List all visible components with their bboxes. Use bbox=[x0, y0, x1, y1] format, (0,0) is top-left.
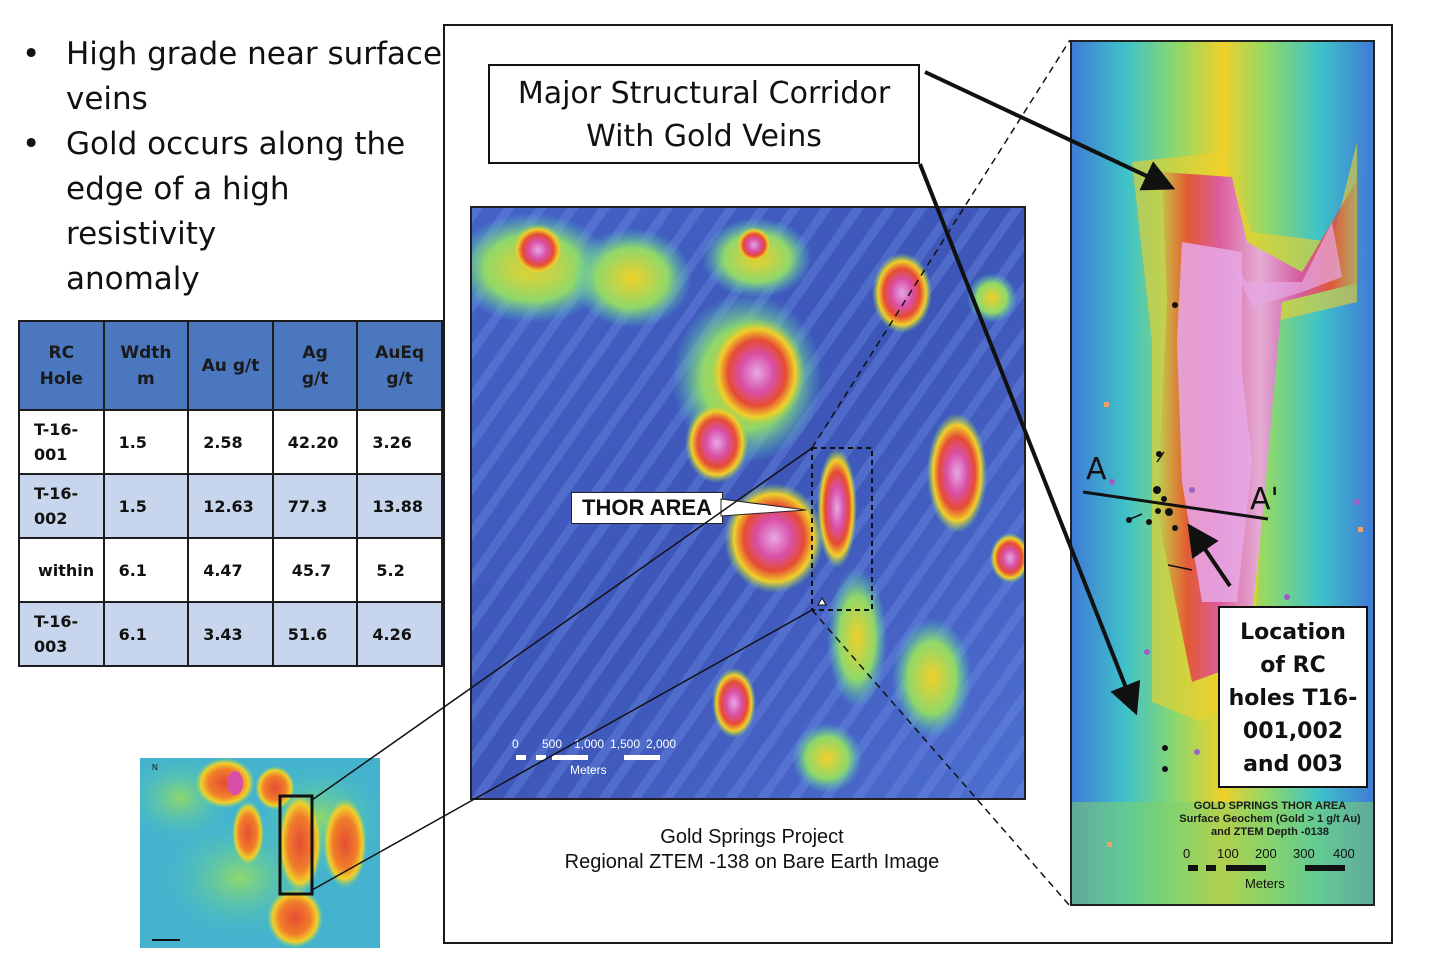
scale-tick: 100 bbox=[1217, 846, 1239, 861]
cell-width: 6.1 bbox=[102, 537, 190, 603]
detail-map-scale-bar: 0 100 200 300 400 Meters bbox=[1175, 846, 1370, 891]
cell-au: 2.58 bbox=[187, 409, 274, 475]
cell-ag: 42.20 bbox=[271, 409, 359, 475]
section-start-label: A bbox=[1086, 452, 1107, 487]
bullet-item: • High grade near surface veins bbox=[18, 32, 443, 122]
scale-tick: 400 bbox=[1333, 846, 1355, 861]
cell-aueq: 5.2 bbox=[356, 537, 443, 603]
table-header-row: RC Hole Wdth m Au g/t Ag g/t AuEq g/t bbox=[18, 320, 443, 411]
cell-ag: 45.7 bbox=[271, 537, 359, 603]
map-title-line: GOLD SPRINGS THOR AREA bbox=[1193, 800, 1347, 812]
header-rc-hole: RC Hole bbox=[18, 320, 105, 411]
thor-area-label: THOR AREA bbox=[571, 492, 723, 524]
section-end-label: A' bbox=[1250, 482, 1279, 517]
scale-tick: 2,000 bbox=[646, 737, 677, 751]
table-row: T-16- 003 6.1 3.43 51.6 4.26 bbox=[18, 601, 443, 667]
bullet-dot-icon: • bbox=[22, 36, 41, 72]
callout-line: 001,002 bbox=[1242, 719, 1344, 744]
header-width: Wdth m bbox=[102, 320, 190, 411]
scale-tick: 300 bbox=[1293, 846, 1315, 861]
map-title-line: Surface Geochem (Gold > 1 g/t Au) bbox=[1179, 813, 1361, 825]
cell-ag: 77.3 bbox=[271, 473, 359, 539]
table-row: T-16- 001 1.5 2.58 42.20 3.26 bbox=[18, 409, 443, 475]
header-aueq: AuEq g/t bbox=[356, 320, 443, 411]
map-image bbox=[472, 208, 1024, 798]
bullet-text: edge of a high resistivity bbox=[66, 171, 290, 252]
map-title-line: and ZTEM Depth -0138 bbox=[1211, 826, 1329, 838]
regional-inset-map: N bbox=[140, 758, 380, 948]
scale-tick: 0 bbox=[512, 737, 519, 751]
cell-width: 6.1 bbox=[102, 601, 190, 667]
callout-line: With Gold Veins bbox=[586, 119, 822, 154]
scale-unit: Meters bbox=[1245, 876, 1285, 891]
cell-aueq: 4.26 bbox=[356, 601, 443, 667]
bullet-list: • High grade near surface veins • Gold occu… bbox=[18, 32, 443, 302]
rc-hole-table: RC Hole Wdth m Au g/t Ag g/t AuEq g/t T-16- 0… bbox=[18, 320, 443, 667]
ztem-regional-map bbox=[470, 206, 1026, 800]
callout-line: and 003 bbox=[1243, 752, 1343, 777]
cell-au: 4.47 bbox=[187, 537, 274, 603]
main-map-scale-bar: 0 500 1,000 1,500 2,000 Meters bbox=[512, 737, 692, 777]
cell-width: 1.5 bbox=[102, 409, 190, 475]
scale-bar bbox=[1175, 865, 1370, 871]
table-row: within 6.1 4.47 45.7 5.2 bbox=[18, 537, 443, 603]
cell-hole: T-16- 002 bbox=[18, 473, 105, 539]
svg-text:N: N bbox=[152, 763, 158, 772]
structural-corridor-callout: Major Structural Corridor With Gold Vein… bbox=[488, 64, 920, 164]
bullet-text: veins bbox=[66, 81, 148, 117]
scale-tick: 200 bbox=[1255, 846, 1277, 861]
table-row: T-16- 002 1.5 12.63 77.3 13.88 bbox=[18, 473, 443, 539]
cell-hole: within bbox=[18, 537, 105, 603]
callout-line: Major Structural Corridor bbox=[517, 76, 891, 111]
callout-line: Location bbox=[1240, 620, 1346, 645]
bullet-item: • Gold occurs along the edge of a high res… bbox=[18, 122, 443, 302]
caption-line: Regional ZTEM -138 on Bare Earth Image bbox=[564, 851, 940, 873]
cell-width: 1.5 bbox=[102, 473, 190, 539]
cell-aueq: 13.88 bbox=[356, 473, 443, 539]
cell-aueq: 3.26 bbox=[356, 409, 443, 475]
scale-bar bbox=[512, 755, 660, 761]
bullet-dot-icon: • bbox=[22, 126, 41, 162]
bullet-text: High grade near surface bbox=[66, 36, 443, 72]
scale-tick: 1,000 bbox=[574, 737, 605, 751]
callout-line: of RC bbox=[1260, 653, 1326, 678]
cell-au: 12.63 bbox=[187, 473, 274, 539]
scale-tick: 1,500 bbox=[610, 737, 641, 751]
scale-ticks: 0 100 200 300 400 bbox=[1175, 846, 1370, 861]
bullet-text: Gold occurs along the bbox=[66, 126, 406, 162]
map-image: N bbox=[140, 758, 380, 948]
cell-au: 3.43 bbox=[187, 601, 274, 667]
header-ag: Ag g/t bbox=[271, 320, 359, 411]
rc-hole-location-callout: Location of RC holes T16- 001,002 and 00… bbox=[1218, 606, 1368, 788]
cell-hole: T-16- 003 bbox=[18, 601, 105, 667]
caption-line: Gold Springs Project bbox=[660, 826, 844, 848]
scale-tick: 500 bbox=[542, 737, 563, 751]
main-map-caption: Gold Springs Project Regional ZTEM -138 … bbox=[540, 825, 964, 875]
callout-line: holes T16- bbox=[1228, 686, 1358, 711]
scale-unit: Meters bbox=[570, 763, 607, 777]
cell-ag: 51.6 bbox=[271, 601, 359, 667]
detail-map-title: GOLD SPRINGS THOR AREA Surface Geochem (… bbox=[1170, 800, 1370, 839]
scale-ticks: 0 500 1,000 1,500 2,000 bbox=[512, 737, 692, 751]
bullet-text: anomaly bbox=[66, 261, 200, 297]
cell-hole: T-16- 001 bbox=[18, 409, 105, 475]
scale-tick: 0 bbox=[1183, 846, 1191, 861]
header-au: Au g/t bbox=[187, 320, 274, 411]
